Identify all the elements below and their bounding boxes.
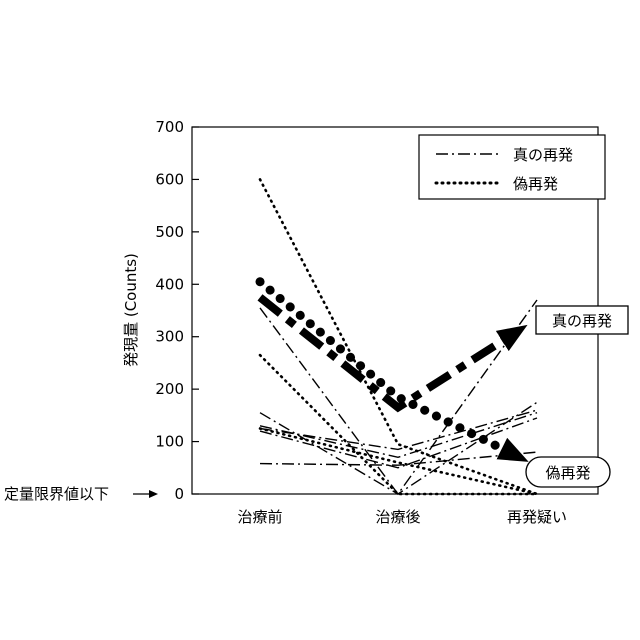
below-limit-arrowhead bbox=[149, 490, 158, 498]
y-axis-label: 発現量 (Counts) bbox=[122, 253, 140, 367]
legend-label-true-recurrence: 真の再発 bbox=[513, 146, 573, 164]
x-tick-label: 再発疑い bbox=[507, 508, 567, 526]
x-tick-label: 治療後 bbox=[375, 508, 420, 526]
legend: 真の再発 偽再発 bbox=[418, 134, 606, 200]
callout-false-recurrence: 偽再発 bbox=[525, 456, 611, 488]
trend-arrow-2 bbox=[255, 277, 529, 462]
callout-label-true-recurrence: 真の再発 bbox=[552, 312, 612, 330]
y-tick-label: 100 bbox=[155, 433, 184, 451]
legend-label-false-recurrence: 偽再発 bbox=[513, 175, 558, 193]
series-line-3 bbox=[259, 412, 538, 459]
series-lines bbox=[258, 178, 539, 496]
series-line-8 bbox=[258, 353, 539, 496]
y-axis-ticks: 0 100 200 300 400 500 600 700 bbox=[155, 118, 199, 503]
series-line-5 bbox=[259, 417, 538, 469]
callout-label-false-recurrence: 偽再発 bbox=[545, 464, 590, 482]
y-tick-label: 700 bbox=[155, 118, 184, 136]
below-limit-annotation: 定量限界値以下 bbox=[4, 485, 158, 503]
series-line-7 bbox=[258, 178, 539, 496]
series-line-9 bbox=[258, 427, 539, 496]
series-line-4 bbox=[259, 409, 538, 451]
below-limit-label: 定量限界値以下 bbox=[4, 485, 109, 503]
y-tick-label: 300 bbox=[155, 328, 184, 346]
y-tick-label: 0 bbox=[174, 485, 184, 503]
x-axis-ticks: 治療前 治療後 再発疑い bbox=[237, 508, 567, 526]
callout-true-recurrence: 真の再発 bbox=[535, 305, 629, 335]
y-tick-label: 200 bbox=[155, 380, 184, 398]
trend-arrow-1 bbox=[257, 294, 528, 413]
y-tick-label: 500 bbox=[155, 223, 184, 241]
x-tick-label: 治療前 bbox=[237, 508, 282, 526]
legend-box bbox=[418, 134, 606, 200]
series-line-6 bbox=[259, 451, 538, 466]
callout-box-true-recurrence bbox=[535, 305, 629, 335]
callout-box-false-recurrence bbox=[525, 456, 611, 488]
y-tick-label: 600 bbox=[155, 170, 184, 188]
trend-arrows bbox=[255, 277, 529, 462]
y-tick-label: 400 bbox=[155, 275, 184, 293]
